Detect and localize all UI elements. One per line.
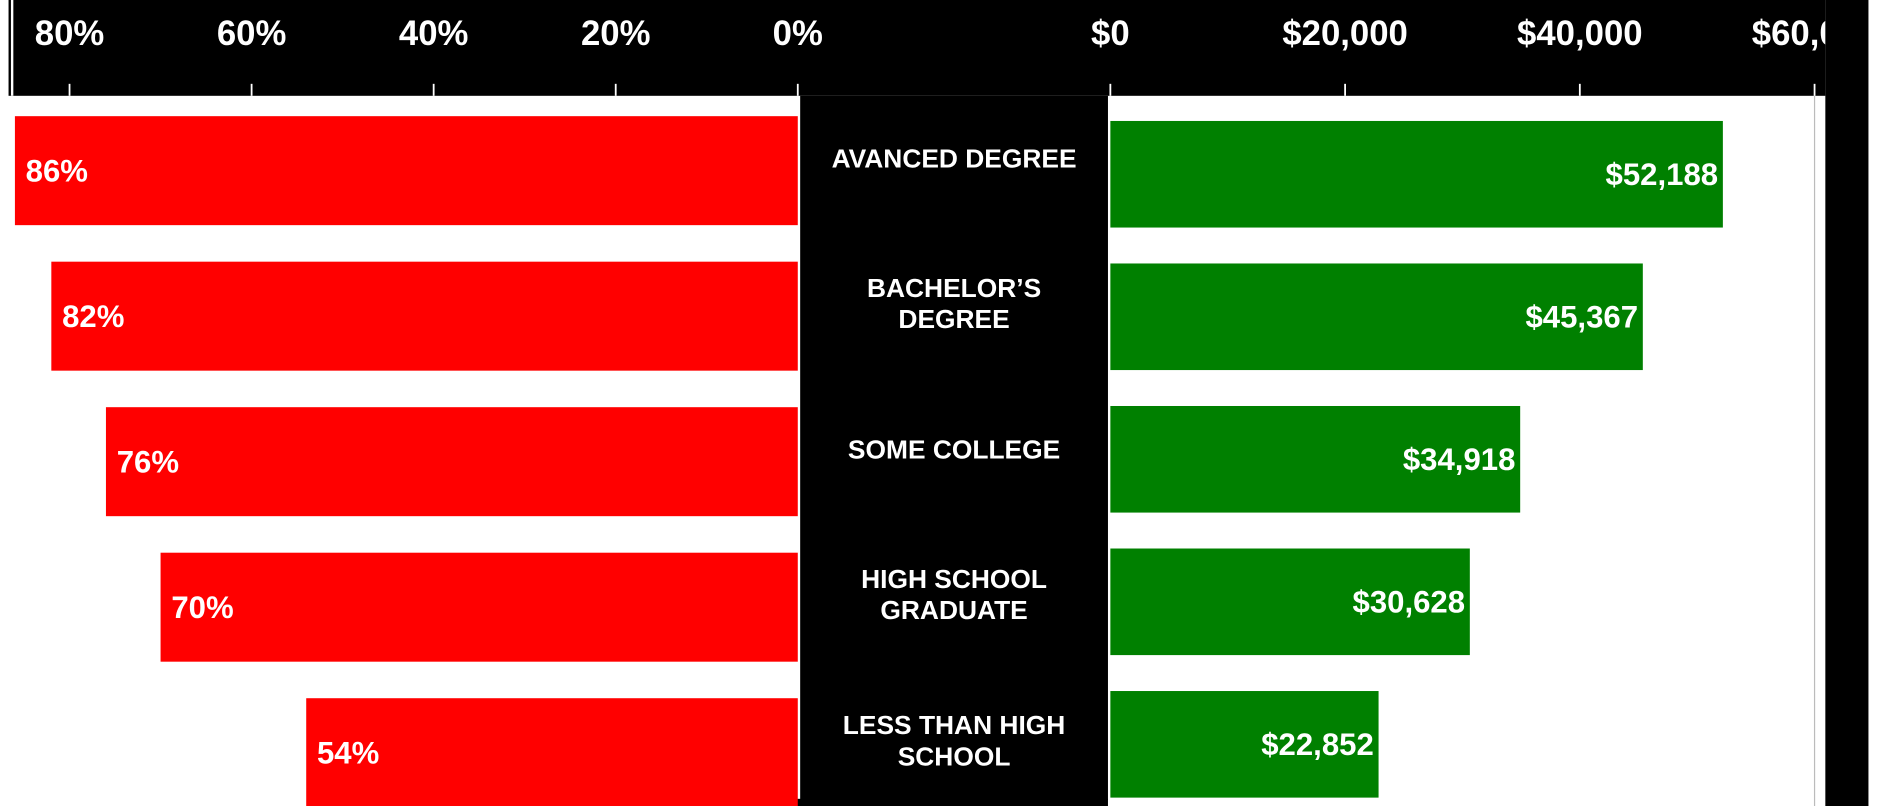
x-tick-label: 0% [773, 15, 823, 53]
bar [306, 698, 798, 806]
category-box: AVANCED DEGREE [822, 111, 1085, 207]
category-box: HIGH SCHOOL GRADUATE [822, 547, 1085, 643]
bottom-edge [787, 798, 1108, 806]
bar [1110, 120, 1723, 228]
value-label: 86% [26, 153, 88, 188]
x-tick-label: 40% [399, 15, 469, 53]
x-tick-label: $20,000 [1282, 15, 1408, 53]
category-box: LESS THAN HIGH SCHOOL [822, 693, 1085, 789]
x-tick-label: $0 [1091, 15, 1130, 53]
category-box: SOME COLLEGE [822, 402, 1085, 498]
category-label: LESS THAN HIGH SCHOOL [842, 709, 1066, 771]
bar [1110, 405, 1521, 513]
bar [1110, 263, 1643, 371]
right-strip [1825, 0, 1869, 806]
bar [160, 552, 798, 662]
value-label: $22,852 [1261, 727, 1374, 762]
value-label: $34,918 [1403, 442, 1516, 477]
category-column [800, 95, 1108, 801]
bar [1110, 691, 1379, 798]
bar [14, 116, 798, 226]
category-box: BACHELOR’S DEGREE [822, 256, 1085, 352]
bar [1110, 548, 1470, 656]
x-tick-label: $40,000 [1517, 15, 1642, 53]
category-wrap: SOME COLLEGE [822, 402, 1085, 498]
category-wrap: BACHELOR’S DEGREE [822, 256, 1085, 352]
category-label: SOME COLLEGE [847, 434, 1061, 465]
value-label: $45,367 [1526, 299, 1639, 334]
category-label: BACHELOR’S DEGREE [866, 273, 1042, 335]
x-tick-label: 20% [581, 15, 651, 53]
x-tick-label: 80% [35, 15, 105, 53]
value-label: 54% [317, 735, 379, 770]
value-label: 82% [62, 299, 124, 334]
bar [105, 407, 798, 517]
category-wrap: AVANCED DEGREE [822, 111, 1085, 207]
value-label: $52,188 [1606, 157, 1719, 192]
category-label: HIGH SCHOOL GRADUATE [861, 564, 1048, 626]
category-wrap: HIGH SCHOOL GRADUATE [822, 547, 1085, 643]
axis-band [8, 0, 1826, 96]
x-tick-label: 60% [217, 15, 287, 53]
category-wrap: LESS THAN HIGH SCHOOL [822, 693, 1085, 789]
marks: 80% 60% 40% 20% 0% 86% 82% 76% 70% 54% AVANCED DEG… [14, 15, 1877, 806]
value-label: 76% [117, 444, 179, 479]
value-label: 70% [171, 590, 233, 625]
bar [51, 261, 798, 371]
value-label: $30,628 [1353, 584, 1466, 619]
category-label: AVANCED DEGREE [831, 143, 1077, 174]
